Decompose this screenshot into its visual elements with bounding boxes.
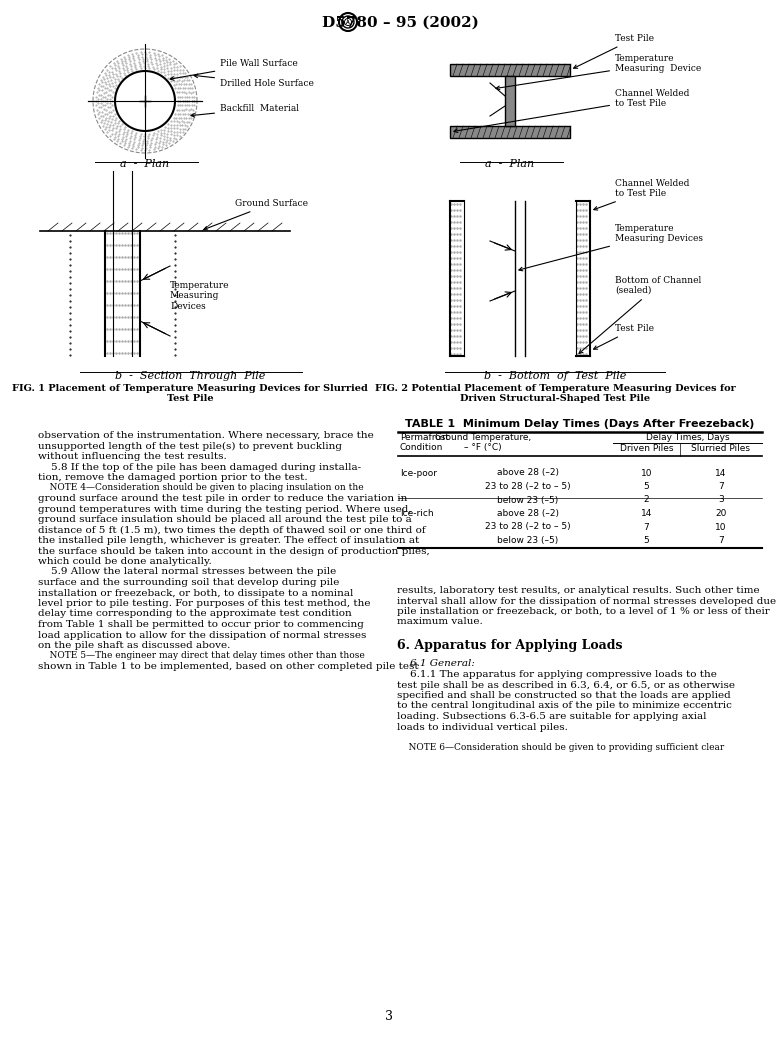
Text: loading. Subsections 6.3-6.5 are suitable for applying axial: loading. Subsections 6.3-6.5 are suitabl… [397,712,706,721]
Text: Channel Welded
to Test Pile: Channel Welded to Test Pile [594,179,689,210]
Text: unsupported length of the test pile(s) to prevent buckling: unsupported length of the test pile(s) t… [38,441,342,451]
Text: 5: 5 [643,536,650,545]
Text: NOTE 4—Consideration should be given to placing insulation on the: NOTE 4—Consideration should be given to … [38,483,363,492]
Text: Temperature
Measuring Devices: Temperature Measuring Devices [519,224,703,271]
Text: Drilled Hole Surface: Drilled Hole Surface [194,74,314,88]
Text: 7: 7 [643,523,650,532]
Text: tion, remove the damaged portion prior to the test.: tion, remove the damaged portion prior t… [38,473,307,482]
Text: without influencing the test results.: without influencing the test results. [38,452,226,461]
Text: 5: 5 [643,482,650,491]
Text: Bottom of Channel
(sealed): Bottom of Channel (sealed) [579,276,701,353]
Text: results, laboratory test results, or analytical results. Such other time: results, laboratory test results, or ana… [397,586,759,595]
Text: Slurried Piles: Slurried Piles [692,445,751,453]
Text: 2: 2 [643,496,650,505]
Text: 10: 10 [641,468,652,478]
Text: level prior to pile testing. For purposes of this test method, the: level prior to pile testing. For purpose… [38,599,370,608]
Text: Ground Surface: Ground Surface [204,199,308,230]
Text: Ground Temperature,
– °F (°C): Ground Temperature, – °F (°C) [435,433,531,453]
Text: Test Pile: Test Pile [594,324,654,349]
Text: Driven Piles: Driven Piles [620,445,673,453]
Text: Test Pile: Test Pile [573,34,654,69]
Text: delay time corresponding to the approximate test condition: delay time corresponding to the approxim… [38,609,352,618]
Text: 6. Apparatus for Applying Loads: 6. Apparatus for Applying Loads [397,638,622,652]
Text: Backfill  Material: Backfill Material [191,104,299,117]
Text: b  -  Bottom  of  Test  Pile: b - Bottom of Test Pile [484,371,626,381]
Text: specified and shall be constructed so that the loads are applied: specified and shall be constructed so th… [397,691,731,700]
Text: Pile Wall Surface: Pile Wall Surface [170,59,298,80]
Text: Ice-rich: Ice-rich [400,509,433,518]
Text: 5.8 If the top of the pile has been damaged during installa-: 5.8 If the top of the pile has been dama… [38,462,361,472]
Text: ground temperatures with time during the testing period. Where used,: ground temperatures with time during the… [38,505,412,513]
Text: the surface should be taken into account in the design of production piles,: the surface should be taken into account… [38,547,429,556]
Text: below 23 (–5): below 23 (–5) [497,536,559,545]
Text: 7: 7 [718,536,724,545]
Text: surface and the surrounding soil that develop during pile: surface and the surrounding soil that de… [38,578,339,587]
Text: 5.9 Allow the lateral normal stresses between the pile: 5.9 Allow the lateral normal stresses be… [38,567,336,577]
Text: D5780 – 95 (2002): D5780 – 95 (2002) [321,16,478,30]
Text: distance of 5 ft (1.5 m), two times the depth of thawed soil or one third of: distance of 5 ft (1.5 m), two times the … [38,526,426,535]
Text: FIG. 2 Potential Placement of Temperature Measuring Devices for
Driven Structura: FIG. 2 Potential Placement of Temperatur… [375,384,735,404]
Text: 23 to 28 (–2 to – 5): 23 to 28 (–2 to – 5) [485,482,571,491]
Text: NOTE 5—The engineer may direct that delay times other than those: NOTE 5—The engineer may direct that dela… [38,652,365,660]
Text: installation or freezeback, or both, to dissipate to a nominal: installation or freezeback, or both, to … [38,588,353,598]
Text: on the pile shaft as discussed above.: on the pile shaft as discussed above. [38,641,230,650]
Text: Permafrost
Condition: Permafrost Condition [400,433,449,453]
Text: 6.1.1 The apparatus for applying compressive loads to the: 6.1.1 The apparatus for applying compres… [397,670,717,679]
Text: 6.1 General:: 6.1 General: [397,660,475,668]
Bar [450,126,570,138]
Text: observation of the instrumentation. Where necessary, brace the: observation of the instrumentation. Wher… [38,431,373,440]
Text: 3: 3 [385,1010,393,1023]
Text: TABLE 1  Minimum Delay Times (Days After Freezeback): TABLE 1 Minimum Delay Times (Days After … [405,418,755,429]
Text: 10: 10 [715,523,727,532]
Text: a  -  Plan: a - Plan [485,159,534,169]
Text: Temperature
Measuring  Device: Temperature Measuring Device [496,53,701,90]
Text: A: A [346,20,350,25]
Text: 14: 14 [715,468,727,478]
Text: load application to allow for the dissipation of normal stresses: load application to allow for the dissip… [38,631,366,639]
Text: to the central longitudinal axis of the pile to minimize eccentric: to the central longitudinal axis of the … [397,702,732,711]
Text: NOTE 6—Consideration should be given to providing sufficient clear: NOTE 6—Consideration should be given to … [397,743,724,753]
Text: FIG. 1 Placement of Temperature Measuring Devices for Slurried
Test Pile: FIG. 1 Placement of Temperature Measurin… [12,384,368,404]
Text: Temperature
Measuring
Devices: Temperature Measuring Devices [170,281,230,311]
Text: shown in Table 1 to be implemented, based on other completed pile test: shown in Table 1 to be implemented, base… [38,662,419,671]
Text: interval shall allow for the dissipation of normal stresses developed due to: interval shall allow for the dissipation… [397,596,778,606]
Text: below 23 (–5): below 23 (–5) [497,496,559,505]
Text: 20: 20 [715,509,727,518]
Text: maximum value.: maximum value. [397,617,483,627]
Bar [450,64,570,76]
Text: a  -  Plan: a - Plan [121,159,170,169]
Bar [505,76,515,126]
Text: Ice-poor: Ice-poor [400,468,437,478]
Text: 7: 7 [718,482,724,491]
Text: 14: 14 [641,509,652,518]
Text: loads to individual vertical piles.: loads to individual vertical piles. [397,722,568,732]
Text: above 28 (–2): above 28 (–2) [497,509,559,518]
Text: 3: 3 [718,496,724,505]
Text: which could be done analytically.: which could be done analytically. [38,557,212,566]
Text: test pile shall be as described in 6.3, 6.4, or 6.5, or as otherwise: test pile shall be as described in 6.3, … [397,681,735,689]
Text: 23 to 28 (–2 to – 5): 23 to 28 (–2 to – 5) [485,523,571,532]
Text: from Table 1 shall be permitted to occur prior to commencing: from Table 1 shall be permitted to occur… [38,620,364,629]
Text: above 28 (–2): above 28 (–2) [497,468,559,478]
Text: pile installation or freezeback, or both, to a level of 1 % or less of their: pile installation or freezeback, or both… [397,607,769,616]
Text: ground surface insulation should be placed all around the test pile to a: ground surface insulation should be plac… [38,515,412,524]
Text: Channel Welded
to Test Pile: Channel Welded to Test Pile [454,88,689,132]
Text: Delay Times, Days: Delay Times, Days [646,433,729,442]
Text: b  -  Section  Through  Pile: b - Section Through Pile [115,371,265,381]
Text: the installed pile length, whichever is greater. The effect of insulation at: the installed pile length, whichever is … [38,536,419,545]
Text: ground surface around the test pile in order to reduce the variation in: ground surface around the test pile in o… [38,494,408,503]
